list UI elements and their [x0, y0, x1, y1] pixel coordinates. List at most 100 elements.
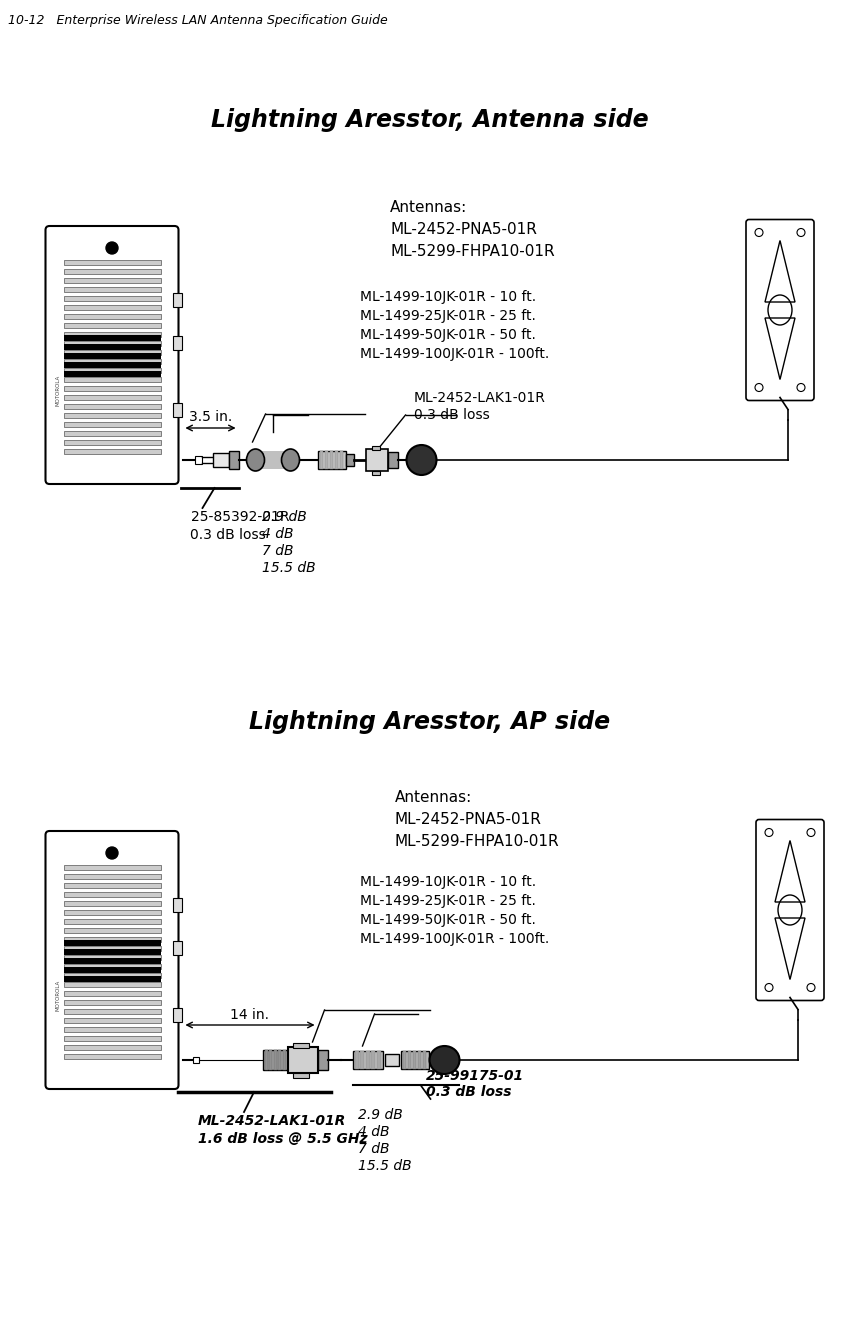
- Bar: [64, 958, 161, 964]
- Text: MOTOROLA: MOTOROLA: [55, 980, 60, 1010]
- Bar: [64, 1018, 161, 1024]
- Bar: [64, 278, 161, 284]
- FancyBboxPatch shape: [46, 226, 179, 484]
- Bar: [64, 441, 161, 445]
- Circle shape: [106, 847, 118, 858]
- Text: 25-85392-01R: 25-85392-01R: [191, 510, 289, 524]
- Bar: [282, 1050, 286, 1070]
- Text: 2.9 dB: 2.9 dB: [358, 1107, 402, 1122]
- Bar: [64, 323, 161, 327]
- Text: Antennas:: Antennas:: [390, 200, 467, 216]
- Bar: [173, 941, 181, 954]
- Bar: [64, 949, 161, 956]
- FancyBboxPatch shape: [746, 220, 814, 401]
- Text: 0.3 dB loss: 0.3 dB loss: [414, 409, 489, 422]
- Bar: [388, 453, 397, 469]
- Text: Lightning Aresstor, AP side: Lightning Aresstor, AP side: [249, 709, 611, 733]
- Bar: [354, 1051, 359, 1069]
- Bar: [346, 454, 353, 466]
- Text: 3.5 in.: 3.5 in.: [189, 410, 232, 425]
- Bar: [64, 295, 161, 301]
- Text: Lightning Aresstor, Antenna side: Lightning Aresstor, Antenna side: [212, 108, 648, 132]
- Text: 7 dB: 7 dB: [358, 1142, 389, 1157]
- Bar: [64, 1045, 161, 1050]
- Text: ML-1499-100JK-01R - 100ft.: ML-1499-100JK-01R - 100ft.: [360, 932, 550, 946]
- Bar: [278, 1050, 281, 1070]
- Text: ML-1499-10JK-01R - 10 ft.: ML-1499-10JK-01R - 10 ft.: [360, 290, 536, 303]
- Bar: [64, 973, 161, 978]
- Bar: [64, 982, 161, 988]
- Text: ML-1499-100JK-01R - 100ft.: ML-1499-100JK-01R - 100ft.: [360, 347, 550, 361]
- Text: 15.5 dB: 15.5 dB: [358, 1159, 411, 1173]
- Text: ML-2452-PNA5-01R: ML-2452-PNA5-01R: [390, 222, 537, 237]
- Text: 4 dB: 4 dB: [262, 527, 294, 540]
- Ellipse shape: [281, 449, 299, 471]
- Bar: [194, 457, 201, 465]
- Text: 2.9 dB: 2.9 dB: [262, 510, 307, 524]
- Bar: [64, 386, 161, 391]
- Bar: [173, 403, 181, 417]
- Bar: [64, 341, 161, 346]
- Text: 7 dB: 7 dB: [262, 544, 294, 558]
- Bar: [360, 1051, 364, 1069]
- Bar: [64, 314, 161, 319]
- Bar: [64, 901, 161, 906]
- Bar: [292, 1044, 309, 1047]
- Bar: [64, 260, 161, 265]
- Bar: [320, 451, 322, 469]
- Text: ML-2452-PNA5-01R: ML-2452-PNA5-01R: [395, 812, 542, 827]
- Bar: [64, 353, 161, 359]
- Bar: [384, 1054, 398, 1066]
- Bar: [340, 451, 342, 469]
- Text: 1.6 dB loss @ 5.5 GHz: 1.6 dB loss @ 5.5 GHz: [198, 1131, 367, 1146]
- Bar: [408, 1051, 410, 1069]
- Bar: [372, 471, 379, 475]
- Bar: [329, 451, 333, 469]
- Text: 10-12   Enterprise Wireless LAN Antenna Specification Guide: 10-12 Enterprise Wireless LAN Antenna Sp…: [8, 15, 388, 27]
- Bar: [317, 451, 346, 469]
- Bar: [64, 269, 161, 274]
- Bar: [64, 1054, 161, 1059]
- Bar: [64, 362, 161, 367]
- Text: ML-5299-FHPA10-01R: ML-5299-FHPA10-01R: [395, 835, 560, 849]
- Bar: [292, 1073, 309, 1078]
- Bar: [64, 976, 161, 982]
- Bar: [64, 1036, 161, 1041]
- Bar: [64, 431, 161, 437]
- Circle shape: [106, 242, 118, 254]
- Bar: [173, 898, 181, 912]
- Bar: [265, 1050, 267, 1070]
- Text: MOTOROLA: MOTOROLA: [55, 374, 60, 406]
- Text: 4 dB: 4 dB: [358, 1125, 389, 1139]
- Bar: [212, 453, 229, 467]
- Bar: [64, 371, 161, 377]
- Bar: [64, 335, 161, 341]
- Bar: [64, 377, 161, 382]
- Text: 15.5 dB: 15.5 dB: [262, 560, 316, 575]
- Ellipse shape: [247, 449, 265, 471]
- Bar: [64, 946, 161, 952]
- Text: ML-2452-LAK1-01R: ML-2452-LAK1-01R: [198, 1114, 346, 1127]
- Bar: [64, 350, 161, 355]
- Bar: [193, 1057, 199, 1063]
- Bar: [64, 865, 161, 870]
- Bar: [64, 874, 161, 878]
- Bar: [229, 451, 238, 469]
- Bar: [64, 287, 161, 291]
- Bar: [64, 305, 161, 310]
- Bar: [173, 1008, 181, 1022]
- Bar: [173, 293, 181, 307]
- Bar: [413, 1051, 415, 1069]
- Bar: [64, 395, 161, 401]
- FancyBboxPatch shape: [46, 831, 179, 1089]
- Text: Antennas:: Antennas:: [395, 791, 472, 805]
- Bar: [366, 1051, 370, 1069]
- Ellipse shape: [429, 1046, 459, 1074]
- Bar: [417, 1051, 421, 1069]
- Ellipse shape: [407, 445, 437, 475]
- Text: ML-1499-50JK-01R - 50 ft.: ML-1499-50JK-01R - 50 ft.: [360, 913, 536, 926]
- Bar: [64, 422, 161, 427]
- Bar: [402, 1051, 406, 1069]
- Bar: [366, 449, 388, 471]
- Bar: [64, 1028, 161, 1032]
